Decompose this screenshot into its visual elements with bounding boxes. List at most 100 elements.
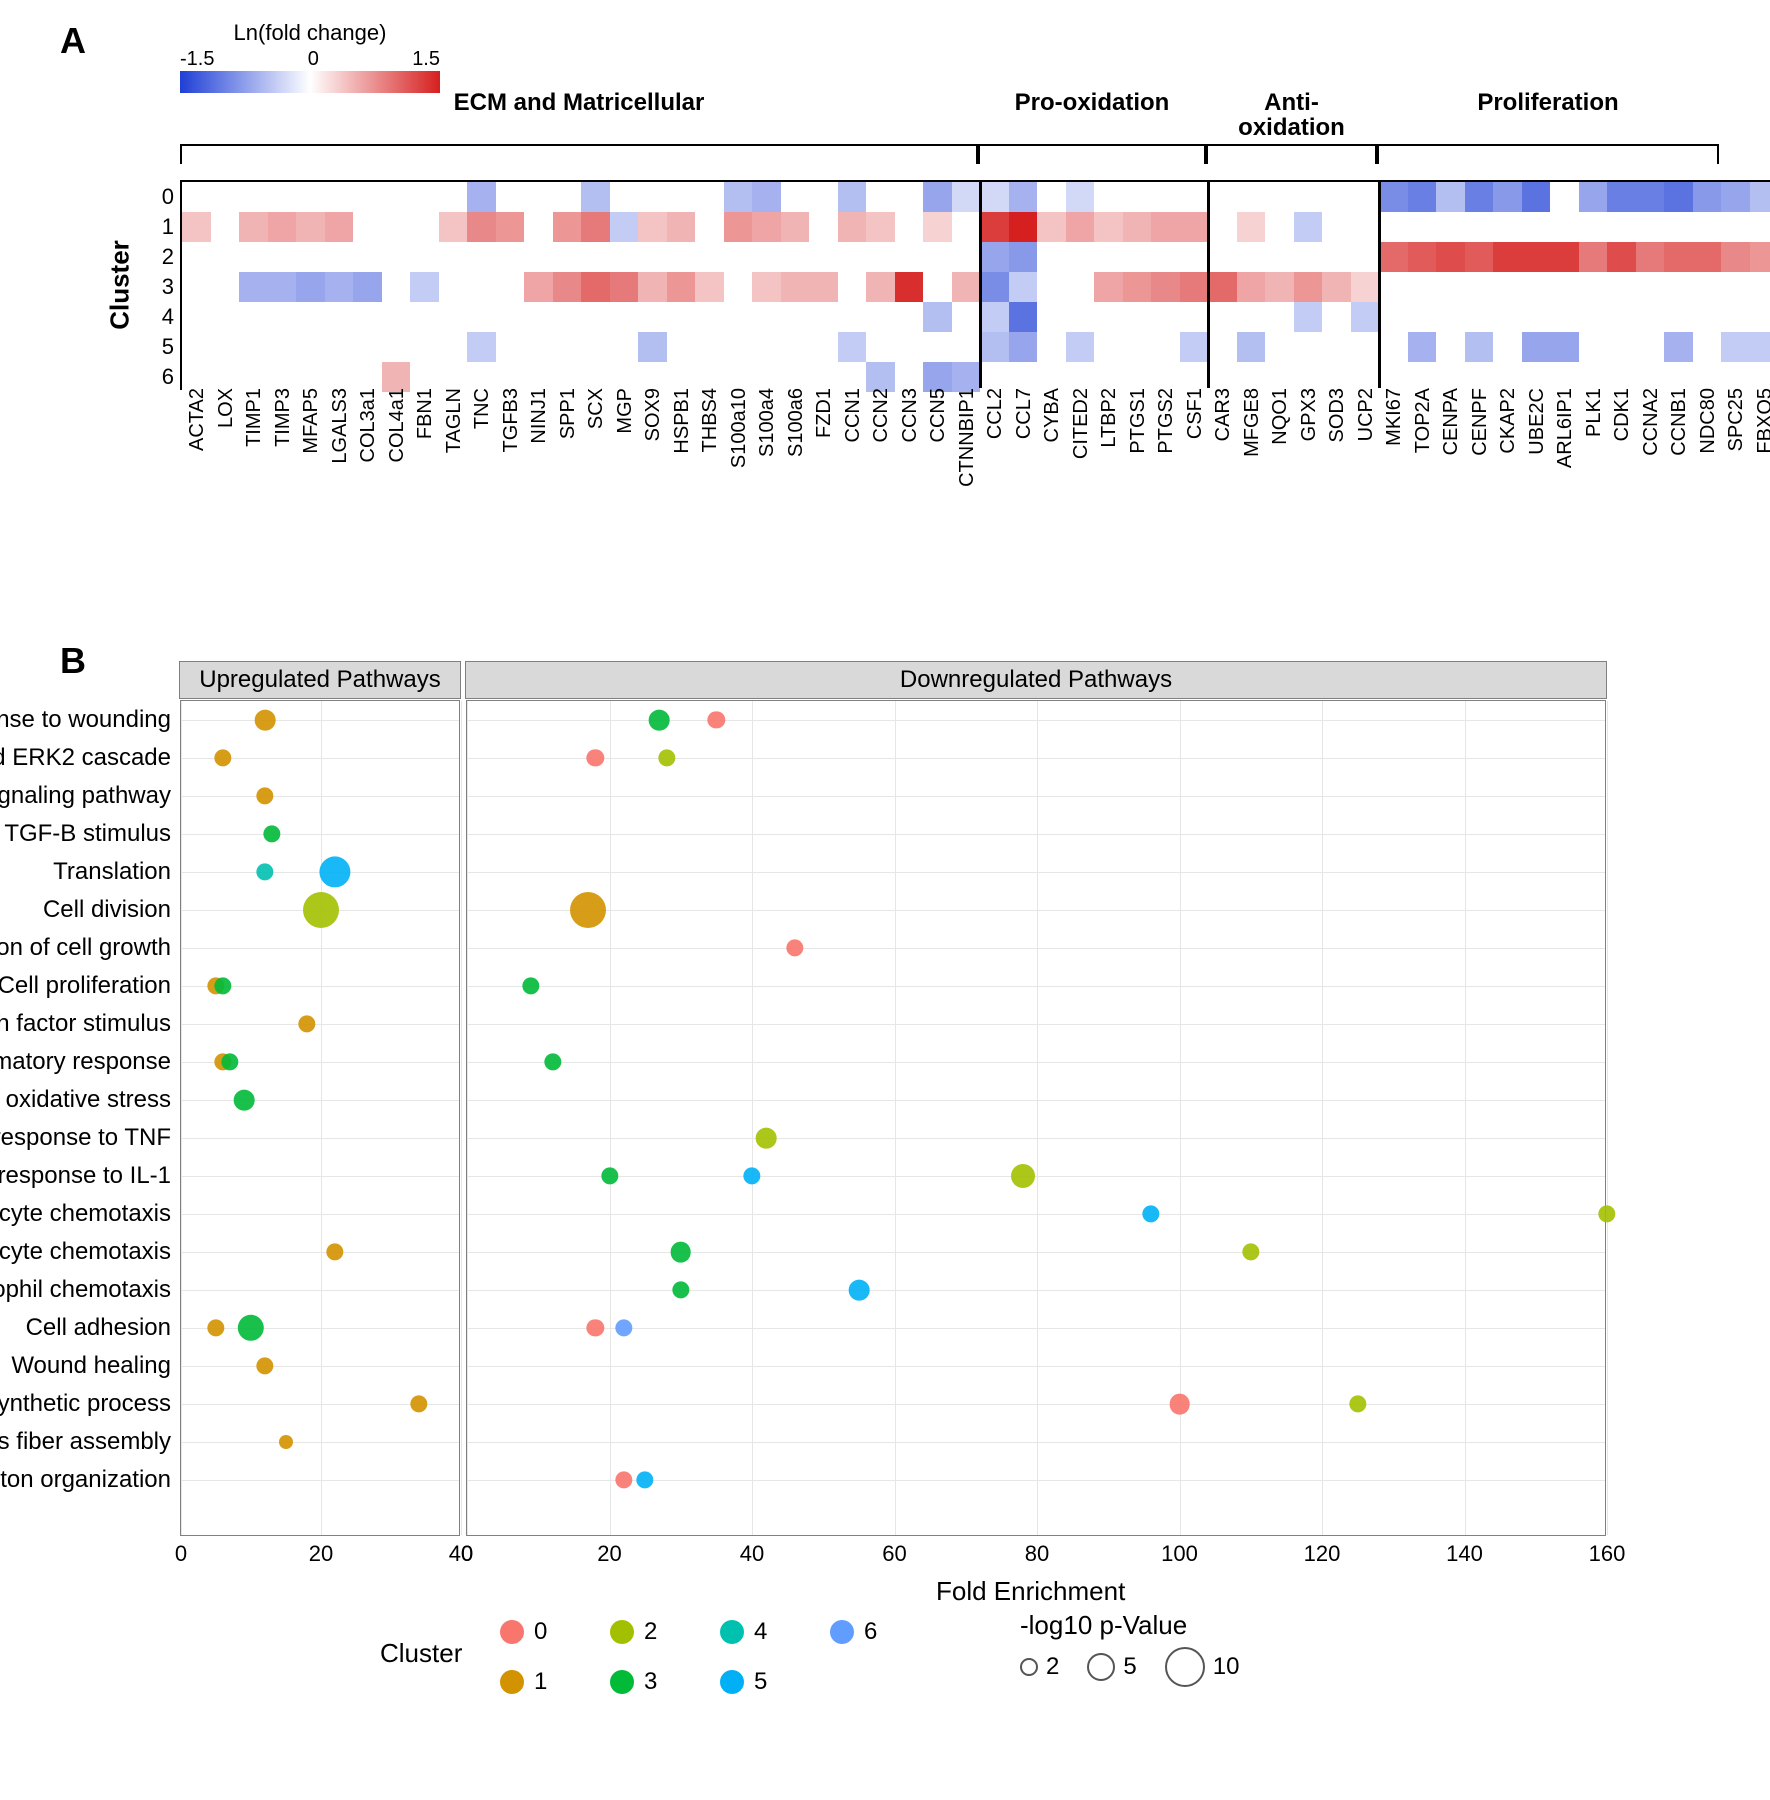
heatmap-gene-label: NDC80 (1697, 388, 1720, 454)
heatmap-cell (1636, 182, 1665, 212)
panel-a: Ln(fold change) -1.5 0 1.5 ECM and Matri… (180, 20, 1700, 600)
heatmap-cell (524, 272, 553, 302)
heatmap-cell (1664, 212, 1693, 242)
dot-plot-facets: Upregulated Pathways02040Response to wou… (180, 700, 1700, 1536)
dot-point (1242, 1243, 1259, 1260)
heatmap-cell (724, 182, 753, 212)
dot-point (786, 939, 803, 956)
heatmap-y-axis-label: Cluster (104, 240, 135, 330)
heatmap-cell (1294, 182, 1323, 212)
heatmap-gene-label: CSF1 (1184, 388, 1207, 439)
heatmap-cell (439, 212, 468, 242)
pathway-label: Cellular response to TGF-B stimulus (0, 820, 171, 848)
dot-point (587, 1319, 604, 1336)
heatmap-cell (1123, 302, 1152, 332)
heatmap-cell (211, 242, 240, 272)
dot-point (587, 749, 604, 766)
heatmap-cell (1579, 212, 1608, 242)
heatmap-cell (1237, 212, 1266, 242)
heatmap-cell (809, 272, 838, 302)
heatmap-cell (1607, 272, 1636, 302)
gridline (895, 701, 896, 1535)
size-legend-item: 5 (1087, 1653, 1136, 1681)
heatmap-cell (581, 332, 610, 362)
heatmap-cell (1123, 212, 1152, 242)
heatmap-cell (268, 182, 297, 212)
gridline (467, 796, 1605, 797)
heatmap-cell (439, 302, 468, 332)
heatmap-cell (667, 302, 696, 332)
heatmap-gene-label: HSPB1 (671, 388, 694, 454)
heatmap-cell (895, 332, 924, 362)
x-axis-title: Fold Enrichment (936, 1576, 1125, 1607)
cluster-legend-label: 6 (864, 1618, 877, 1646)
facet-title: Downregulated Pathways (465, 661, 1607, 699)
heatmap-cell (1607, 332, 1636, 362)
pathway-label: Collagen biosynthetic process (0, 1390, 171, 1418)
heatmap-gene-label: GPX3 (1298, 388, 1321, 441)
heatmap-cell (1351, 212, 1380, 242)
heatmap-cell (1009, 272, 1038, 302)
dot-point (649, 710, 670, 731)
heatmap-cell (1351, 302, 1380, 332)
heatmap-cell (239, 212, 268, 242)
heatmap-cell (1636, 302, 1665, 332)
heatmap-gene-label: CCN1 (842, 388, 865, 442)
heatmap-cell (211, 272, 240, 302)
heatmap-cell (1066, 182, 1095, 212)
heatmap-cell (1664, 182, 1693, 212)
dot-point (672, 1281, 689, 1298)
pathway-label: Lymphocyte chemotaxis (0, 1200, 171, 1228)
heatmap-cell (638, 182, 667, 212)
gridline (1607, 701, 1608, 1535)
heatmap-cell (809, 212, 838, 242)
heatmap-cell (1664, 242, 1693, 272)
heatmap-gene-label: S100a10 (728, 388, 751, 468)
heatmap-cell (1151, 182, 1180, 212)
dot-point (256, 787, 273, 804)
heatmap-cell (1037, 332, 1066, 362)
size-legend-label: 5 (1123, 1653, 1136, 1681)
heatmap-cell (1322, 332, 1351, 362)
heatmap-gene-label: FBXO5 (1754, 388, 1770, 454)
heatmap-cell (1550, 332, 1579, 362)
heatmap-cell (382, 212, 411, 242)
heatmap-group-separator (979, 182, 982, 388)
pathway-label: Monocyte chemotaxis (0, 1238, 171, 1266)
heatmap-cell (1351, 182, 1380, 212)
heatmap-cell (1465, 272, 1494, 302)
heatmap-row-label: 6 (162, 366, 174, 388)
heatmap-gene-label: SCX (585, 388, 608, 429)
heatmap-cell (1009, 332, 1038, 362)
heatmap-cell (467, 182, 496, 212)
colorbar-tick-mid: 0 (308, 48, 319, 71)
size-legend-item: 2 (1020, 1653, 1059, 1681)
x-tick-label: 120 (1304, 1541, 1341, 1567)
heatmap-cell (410, 182, 439, 212)
dot-point (601, 1167, 618, 1184)
cluster-legend-label: 4 (754, 1618, 767, 1646)
heatmap-cell (1436, 242, 1465, 272)
heatmap-cell (268, 332, 297, 362)
heatmap-cell (838, 302, 867, 332)
dot-point (303, 892, 339, 928)
heatmap-cell (1094, 332, 1123, 362)
heatmap-cell (610, 332, 639, 362)
gridline (181, 1290, 459, 1291)
heatmap-cell (1721, 302, 1750, 332)
heatmap-cell (695, 272, 724, 302)
heatmap-gene-label: MGP (614, 388, 637, 434)
x-tick-label: 0 (461, 1541, 473, 1567)
heatmap-cell (1322, 182, 1351, 212)
heatmap-cell (496, 182, 525, 212)
heatmap-cell (1636, 272, 1665, 302)
heatmap-cell (1180, 272, 1209, 302)
heatmap-cell (1693, 332, 1722, 362)
heatmap-gene-label: FZD1 (813, 388, 836, 438)
heatmap-cell (610, 272, 639, 302)
heatmap-cell (1294, 332, 1323, 362)
heatmap-cell (1693, 182, 1722, 212)
heatmap-cell (1151, 242, 1180, 272)
dot-point (658, 749, 675, 766)
heatmap-cell (1237, 272, 1266, 302)
